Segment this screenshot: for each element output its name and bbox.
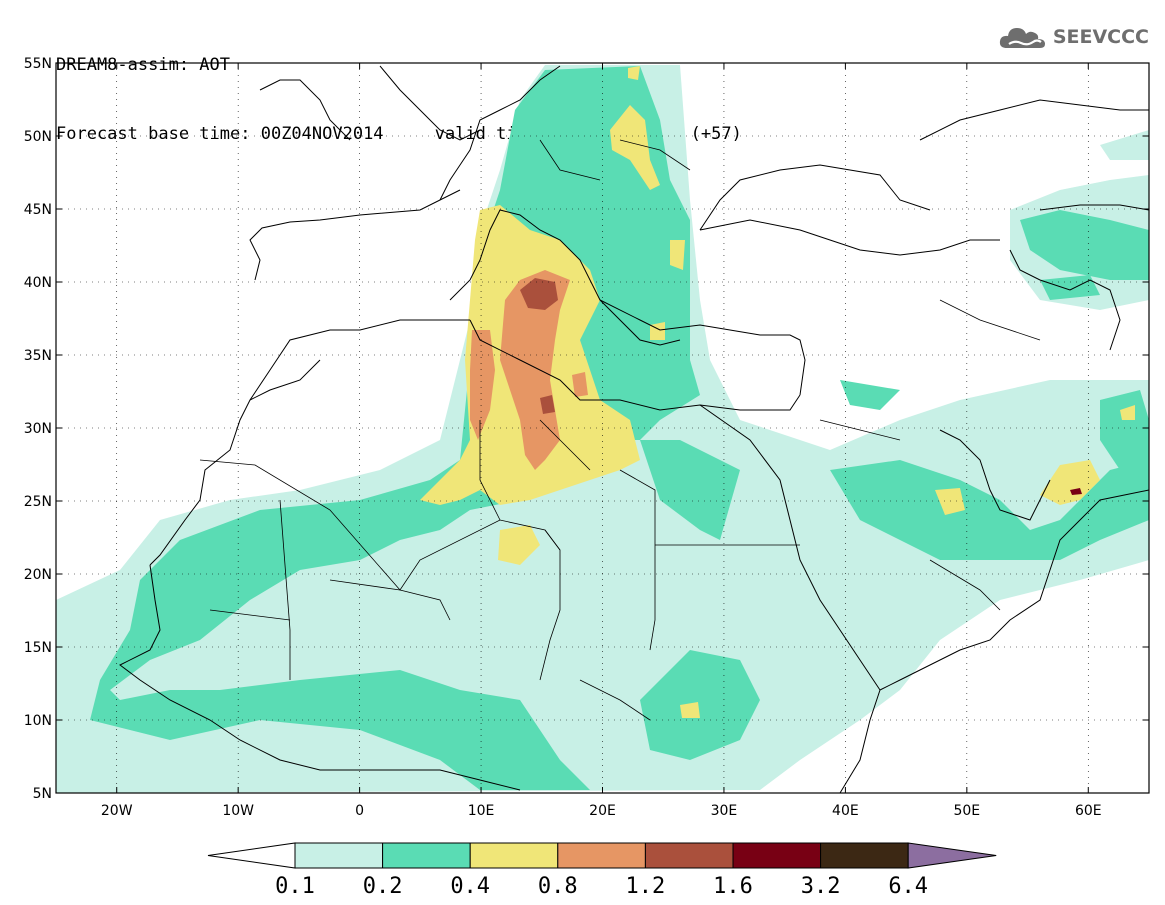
colorbar-swatch: [644, 842, 734, 869]
colorbar-level-label: 6.4: [888, 874, 928, 899]
lon-axis: 20W 10W 0 10E 20E 30E 40E 50E 60E: [101, 63, 1102, 819]
base-time-label: Forecast base time:: [56, 124, 251, 144]
lat-tick-label: 20N: [24, 567, 52, 583]
colorbar-level-label: 1.2: [626, 874, 666, 899]
seevccc-logo: SEEVCCC: [997, 22, 1149, 52]
colorbar-swatch: [469, 842, 559, 869]
aot-level-0.2: [90, 66, 1149, 790]
lat-tick-label: 15N: [24, 640, 52, 656]
lon-tick-label: 50E: [953, 803, 980, 819]
colorbar-swatch: [382, 842, 471, 869]
lat-axis: 55N 50N 45N 40N 35N 30N 25N 20N 15N 10N 5N: [24, 56, 1149, 802]
colorbar-swatch: [820, 842, 909, 869]
map-grid: [56, 63, 1149, 793]
colorbar-level-label: 0.4: [450, 874, 490, 899]
lon-tick-label: 20E: [589, 803, 616, 819]
lat-tick-label: 10N: [24, 713, 52, 729]
base-time-value: 00Z04NOV2014: [260, 124, 384, 144]
colorbar-level-label: 0.8: [538, 874, 578, 899]
product-title: DREAM8-assim: AOT: [56, 55, 230, 75]
colorbar-level-label: 3.2: [801, 874, 841, 899]
lat-tick-label: 55N: [24, 56, 52, 72]
colorbar-over-triangle: [907, 842, 997, 869]
aot-level-0.8: [470, 270, 588, 470]
cloud-logo-icon: [999, 28, 1045, 48]
aot-level-1.2: [520, 278, 558, 414]
lon-tick-label: 60E: [1075, 803, 1102, 819]
colorbar-swatch: [732, 842, 822, 869]
lat-tick-label: 35N: [24, 348, 52, 364]
logo-text: SEEVCCC: [1052, 26, 1149, 48]
lon-tick-label: 40E: [832, 803, 859, 819]
lat-tick-label: 25N: [24, 494, 52, 510]
lat-tick-label: 5N: [33, 786, 52, 802]
lat-tick-label: 50N: [24, 129, 52, 145]
country-borders: [199, 139, 1041, 721]
lat-tick-label: 30N: [24, 421, 52, 437]
coastlines: [119, 65, 1149, 793]
aot-level-1.6: [1070, 488, 1082, 495]
colorbar-level-label: 0.1: [275, 874, 315, 899]
lat-tick-label: 45N: [24, 202, 52, 218]
lon-tick-label: 20W: [101, 803, 133, 819]
lon-tick-label: 0: [355, 803, 364, 819]
colorbar-swatch: [294, 842, 384, 869]
colorbar-level-label: 1.6: [713, 874, 753, 899]
colorbar-level-label: 0.2: [363, 874, 403, 899]
colorbar-under-triangle: [207, 842, 296, 869]
lon-tick-label: 10W: [222, 803, 254, 819]
lat-tick-label: 40N: [24, 275, 52, 291]
lon-tick-label: 30E: [711, 803, 738, 819]
colorbar-swatch: [557, 842, 646, 869]
lon-tick-label: 10E: [468, 803, 495, 819]
